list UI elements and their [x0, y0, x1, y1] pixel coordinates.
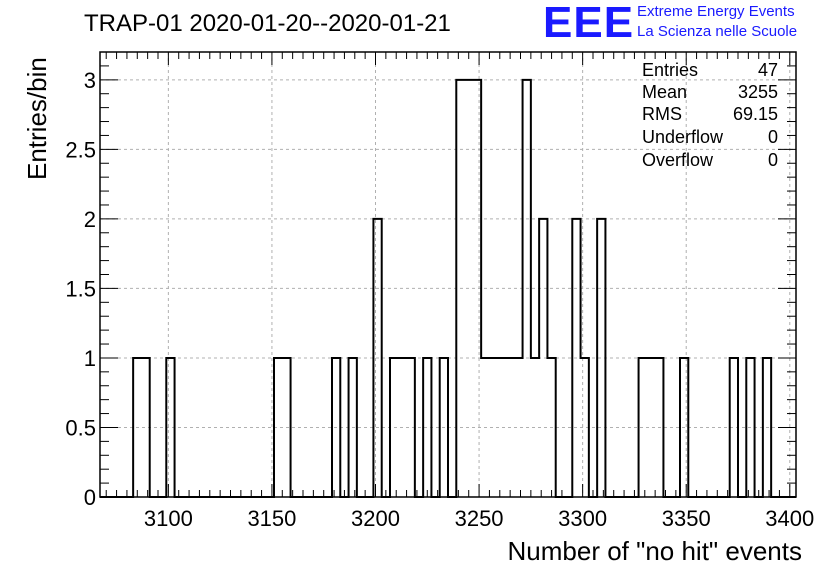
histogram-bin — [282, 358, 290, 497]
histogram-bin — [514, 358, 522, 497]
histogram-bin — [489, 358, 497, 497]
histogram-bin — [456, 80, 464, 497]
stats-row-rms: RMS 69.15 — [642, 104, 778, 126]
x-tick-label: 3400 — [765, 506, 814, 531]
chart-title: TRAP-01 2020-01-20--2020-01-21 — [84, 10, 451, 37]
histogram-bin — [407, 358, 415, 497]
histogram-bin — [274, 358, 282, 497]
histogram-bin — [481, 358, 489, 497]
logo-tagline-1: Extreme Energy Events — [637, 3, 795, 20]
histogram-bin — [531, 358, 539, 497]
histogram-bin — [572, 219, 580, 497]
x-tick-label: 3350 — [662, 506, 711, 531]
stats-row-underflow: Underflow 0 — [642, 127, 778, 149]
stats-value: 0 — [767, 127, 778, 147]
histogram-bin — [597, 219, 605, 497]
logo-tagline-2: La Scienza nelle Scuole — [637, 23, 798, 40]
histogram-bin — [398, 358, 406, 497]
eee-logo: EEE — [543, 0, 635, 47]
y-axis-label: Entries/bin — [22, 57, 52, 180]
histogram-bin — [423, 358, 431, 497]
histogram-bin — [440, 358, 448, 497]
stats-label: Overflow — [642, 150, 714, 170]
histogram-bin — [506, 358, 514, 497]
histogram-bin — [166, 358, 174, 497]
histogram-bin — [746, 358, 754, 497]
x-tick-label: 3150 — [247, 506, 296, 531]
histogram-bin — [647, 358, 655, 497]
x-tick-label: 3200 — [351, 506, 400, 531]
y-tick-label: 2.5 — [65, 137, 96, 162]
histogram-bin — [581, 358, 589, 497]
axis-layer: 3100 3150 3200 3250 3300 3350 3400 0 0.5 1 1.5 2 2.5… — [65, 51, 814, 531]
y-tick-label: 0.5 — [65, 415, 96, 440]
stats-value: 3255 — [737, 82, 778, 102]
histogram-bin — [498, 358, 506, 497]
histogram-bin — [133, 358, 141, 497]
y-tick-label: 1 — [84, 346, 96, 371]
histogram-bin — [655, 358, 663, 497]
stats-value: 47 — [757, 60, 778, 80]
y-tick-label: 0 — [84, 485, 96, 510]
stats-row-mean: Mean 3255 — [642, 82, 778, 104]
histogram-bin — [390, 358, 398, 497]
histogram-bin — [373, 219, 381, 497]
histogram-bin — [473, 80, 481, 497]
histogram-bin — [349, 358, 357, 497]
x-tick-label: 3250 — [455, 506, 504, 531]
stats-label: Mean — [642, 82, 688, 102]
y-tick-label: 1.5 — [65, 276, 96, 301]
x-tick-label: 3300 — [558, 506, 607, 531]
histogram-bin — [539, 219, 547, 497]
y-tick-label: 3 — [84, 68, 96, 93]
stats-value: 0 — [767, 150, 778, 170]
histogram-bin — [730, 358, 738, 497]
y-tick-label: 2 — [84, 207, 96, 232]
stats-label: RMS — [642, 104, 682, 124]
x-axis-label: Number of "no hit" events — [507, 536, 803, 566]
x-tick-label: 3100 — [144, 506, 193, 531]
histogram-bin — [763, 358, 771, 497]
stats-row-entries: Entries 47 — [642, 60, 778, 82]
histogram-bin — [332, 358, 340, 497]
histogram-bin — [141, 358, 149, 497]
histogram-bin — [639, 358, 647, 497]
stats-value: 69.15 — [732, 104, 778, 124]
stats-row-overflow: Overflow 0 — [642, 150, 778, 172]
histogram-bin — [465, 80, 473, 497]
stats-label: Entries — [642, 60, 699, 80]
stats-label: Underflow — [642, 127, 724, 147]
histogram-bin — [523, 80, 531, 497]
histogram-bin — [680, 358, 688, 497]
histogram-bin — [547, 358, 555, 497]
